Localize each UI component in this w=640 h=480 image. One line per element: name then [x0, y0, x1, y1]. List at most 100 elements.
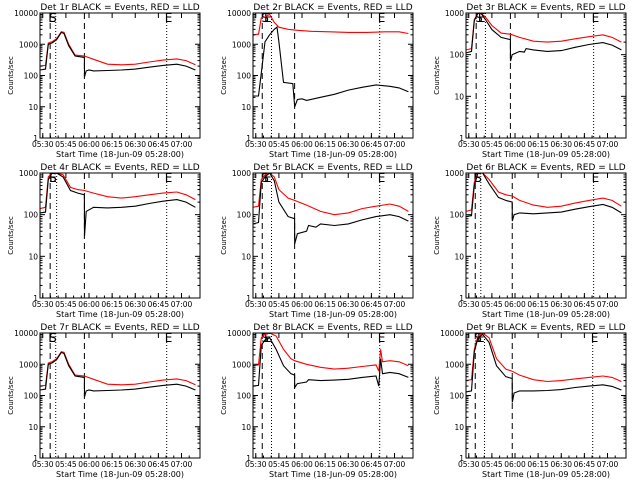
y-axis-label: Counts/sec [220, 56, 228, 95]
y-tick-label: 10 [28, 423, 38, 432]
y-tick-label: 10 [454, 423, 464, 432]
flag-letter: S [261, 331, 269, 345]
plot-frame [465, 332, 627, 459]
x-tick-label: 05:30 [458, 300, 480, 309]
series-events-line [466, 333, 622, 403]
x-tick-label: 06:00 [291, 300, 313, 309]
y-tick-label: 100 [24, 392, 39, 401]
x-axis-label: Start Time (18-Jun-09 05:28:00) [482, 470, 610, 479]
x-tick-label: 06:15 [527, 140, 549, 149]
y-tick-label: 1000 [19, 360, 38, 369]
y-tick-label: 1 [459, 134, 464, 143]
x-tick-label: 06:15 [314, 460, 336, 469]
panel-det-1r: Det 1r BLACK = Events, RED = LLD E S E 1 10 10… [0, 0, 213, 160]
y-tick-label: 100 [450, 211, 465, 220]
series-events-line [40, 173, 196, 237]
chart-title: Det 8r BLACK = Events, RED = LLD [253, 323, 412, 333]
series-events-line [40, 31, 196, 78]
x-tick-label: 06:30 [337, 460, 359, 469]
y-axis-label: Counts/sec [7, 56, 15, 95]
x-tick-label: 06:00 [504, 460, 526, 469]
x-tick-label: 06:45 [148, 140, 170, 149]
flag-letter: E [591, 331, 599, 345]
chart-title: Det 9r BLACK = Events, RED = LLD [466, 323, 625, 333]
y-tick-label: 100 [450, 51, 465, 60]
x-tick-label: 05:30 [245, 460, 267, 469]
flag-letter: E [48, 331, 56, 345]
chart-title: Det 3r BLACK = Events, RED = LLD [466, 3, 625, 13]
y-tick-label: 1 [33, 134, 38, 143]
series-events-line [253, 173, 409, 244]
y-tick-label: 1 [246, 454, 251, 463]
x-tick-label: 06:45 [361, 300, 383, 309]
x-tick-label: 05:30 [32, 460, 54, 469]
x-tick-label: 06:00 [504, 140, 526, 149]
x-tick-label: 06:45 [574, 300, 596, 309]
x-tick-label: 07:00 [597, 300, 619, 309]
x-tick-label: 06:30 [550, 300, 572, 309]
x-tick-label: 06:00 [78, 300, 100, 309]
panel-det-2r: Det 2r BLACK = Events, RED = LLD E S E 1 10 10… [213, 0, 426, 160]
x-tick-label: 06:15 [314, 140, 336, 149]
flag-letter: E [49, 171, 57, 185]
series-events-line [40, 351, 196, 398]
x-tick-label: 05:45 [268, 300, 290, 309]
panel-det-7r: Det 7r BLACK = Events, RED = LLD E S E 1 10 10… [0, 320, 213, 480]
x-tick-label: 06:30 [550, 140, 572, 149]
series-lld-line [253, 333, 409, 372]
x-tick-label: 07:00 [384, 460, 406, 469]
y-tick-label: 10000 [440, 329, 464, 338]
x-tick-label: 05:30 [32, 140, 54, 149]
x-tick-label: 07:00 [384, 140, 406, 149]
chart-title: Det 5r BLACK = Events, RED = LLD [253, 163, 412, 173]
x-tick-label: 06:45 [574, 460, 596, 469]
x-tick-label: 05:45 [55, 140, 77, 149]
flag-letter: E [165, 331, 173, 345]
y-tick-label: 1000 [19, 169, 38, 178]
y-tick-label: 10 [454, 252, 464, 261]
y-tick-label: 10000 [14, 9, 38, 18]
y-tick-label: 1 [459, 294, 464, 303]
panel-det-8r: Det 8r BLACK = Events, RED = LLD E S E 1 10 10… [213, 320, 426, 480]
x-tick-label: 05:45 [481, 140, 503, 149]
plot-frame [465, 12, 627, 139]
x-tick-label: 06:30 [550, 460, 572, 469]
panel-det-6r: Det 6r BLACK = Events, RED = LLD E S E 1 10 10… [426, 160, 639, 320]
series-lld-line [40, 351, 196, 387]
y-axis-label: Counts/sec [7, 376, 15, 415]
x-tick-label: 05:45 [268, 140, 290, 149]
x-tick-label: 07:00 [171, 460, 193, 469]
x-axis-label: Start Time (18-Jun-09 05:28:00) [56, 310, 184, 319]
y-tick-label: 1 [33, 454, 38, 463]
x-axis-label: Start Time (18-Jun-09 05:28:00) [56, 470, 184, 479]
series-lld-line [253, 173, 409, 216]
x-axis-label: Start Time (18-Jun-09 05:28:00) [269, 150, 397, 159]
y-axis-label: Counts/sec [433, 216, 441, 255]
x-tick-label: 05:45 [268, 460, 290, 469]
x-tick-label: 06:30 [124, 300, 146, 309]
y-tick-label: 1 [246, 294, 251, 303]
x-tick-label: 06:00 [78, 460, 100, 469]
panel-det-5r: Det 5r BLACK = Events, RED = LLD E S E 1 10 10… [213, 160, 426, 320]
x-axis-label: Start Time (18-Jun-09 05:28:00) [56, 150, 184, 159]
x-tick-label: 05:30 [245, 140, 267, 149]
y-tick-label: 100 [237, 211, 252, 220]
y-tick-label: 1000 [232, 40, 251, 49]
plot-frame [39, 12, 201, 139]
flag-letter: S [49, 331, 57, 345]
flag-letter: E [48, 11, 56, 25]
flag-letter: S [49, 11, 57, 25]
flag-letter: E [165, 171, 173, 185]
series-events-line [466, 173, 622, 222]
flag-letter: E [264, 11, 272, 25]
y-axis-label: Counts/sec [7, 216, 15, 255]
x-tick-label: 05:30 [458, 140, 480, 149]
x-tick-label: 06:00 [291, 460, 313, 469]
x-tick-label: 06:45 [361, 460, 383, 469]
series-lld-line [40, 31, 196, 67]
x-tick-label: 06:30 [337, 300, 359, 309]
y-axis-label: Counts/sec [433, 56, 441, 95]
flag-letter: E [378, 331, 386, 345]
x-axis-label: Start Time (18-Jun-09 05:28:00) [482, 310, 610, 319]
